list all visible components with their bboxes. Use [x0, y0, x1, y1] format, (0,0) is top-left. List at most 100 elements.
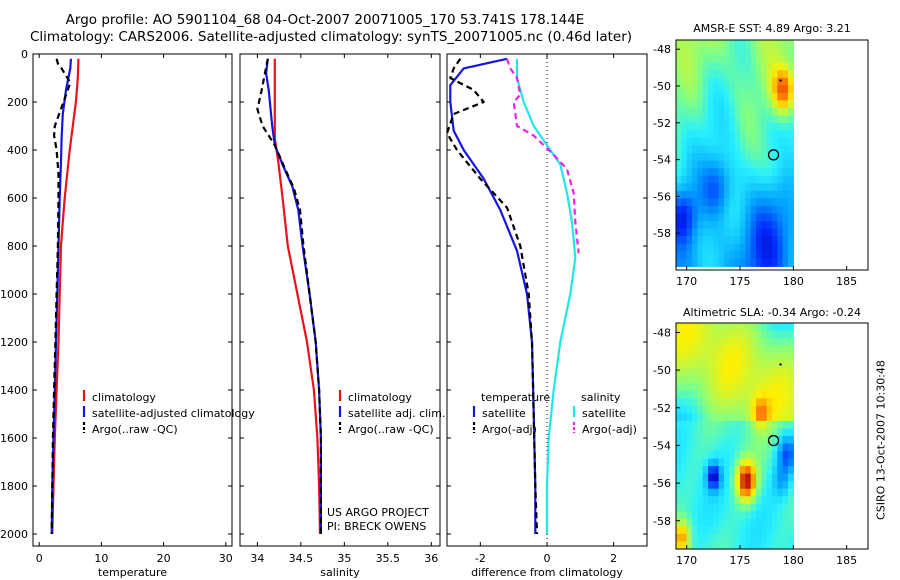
heatmap-cell [702, 466, 709, 475]
heatmap-cell [782, 518, 789, 527]
heatmap-cell [729, 258, 736, 267]
heatmap-cell [766, 338, 773, 347]
heatmap-cell [766, 122, 773, 132]
heatmap-cell [745, 85, 752, 94]
heatmap-cell [772, 330, 778, 339]
heatmap-cell [686, 168, 693, 177]
heatmap-cell [702, 368, 709, 377]
heatmap-cell [681, 323, 688, 332]
heatmap-cell [681, 251, 688, 260]
heatmap-cell [782, 323, 789, 332]
heatmap-cell [772, 436, 778, 445]
heatmap-cell [702, 488, 709, 497]
heatmap-cell [697, 70, 704, 79]
heatmap-cell [708, 205, 714, 215]
heatmap-cell [761, 526, 768, 535]
heatmap-cell [713, 526, 720, 535]
heatmap-cell [729, 368, 736, 377]
heatmap-cell [734, 488, 741, 497]
heatmap-cell [686, 205, 693, 215]
sla-map-title: Altimetric SLA: -0.34 Argo: -0.24 [683, 306, 861, 319]
heatmap-cell [681, 451, 688, 460]
heatmap-cell [777, 330, 784, 339]
heatmap-cell [708, 77, 714, 86]
heatmap-cell [697, 40, 704, 49]
heatmap-cell [777, 473, 784, 482]
heatmap-cell [697, 428, 704, 437]
heatmap-cell [761, 458, 768, 467]
heatmap-cell [766, 436, 773, 445]
y-tick-label: 1200 [0, 336, 28, 349]
heatmap-cell [788, 70, 794, 79]
heatmap-cell [718, 122, 725, 132]
heatmap-cell [750, 496, 757, 505]
heatmap-cell [734, 368, 741, 377]
heatmap-cell [681, 100, 688, 109]
heatmap-cell [713, 205, 720, 215]
heatmap-cell [750, 338, 757, 347]
heatmap-cell [777, 488, 784, 497]
heatmap-cell [734, 503, 741, 512]
heatmap-cell [740, 85, 746, 94]
heatmap-cell [692, 413, 698, 422]
heatmap-cell [692, 390, 698, 399]
heatmap-cell [740, 228, 746, 237]
heatmap-cell [777, 398, 784, 407]
heatmap-cell [724, 405, 730, 414]
heatmap-cell [708, 70, 714, 79]
heatmap-cell [702, 375, 709, 384]
heatmap-cell [745, 368, 752, 377]
heatmap-cell [772, 130, 778, 139]
heatmap-cell [713, 190, 720, 200]
heatmap-cell [766, 458, 773, 467]
heatmap-cell [708, 221, 714, 230]
heatmap-cell [729, 205, 736, 215]
series-line-argo-raw-qc- [256, 58, 322, 534]
heatmap-cell [676, 100, 682, 109]
heatmap-cell [756, 443, 762, 452]
heatmap-cell [750, 55, 757, 64]
heatmap-cell [708, 413, 714, 422]
heatmap-cell [766, 190, 773, 200]
heatmap-cell [745, 383, 752, 392]
heatmap-cell [772, 70, 778, 79]
heatmap-cell [697, 190, 704, 200]
heatmap-cell [708, 198, 714, 207]
heatmap-cell [766, 488, 773, 497]
heatmap-cell [745, 183, 752, 192]
heatmap-cell [702, 473, 709, 482]
heatmap-cell [702, 100, 709, 109]
heatmap-cell [713, 473, 720, 482]
heatmap-cell [766, 360, 773, 369]
difference-legend-right-label: Argo(-adj) [582, 423, 637, 436]
heatmap-cell [745, 100, 752, 109]
heatmap-cell [766, 77, 773, 86]
heatmap-cell [766, 85, 773, 94]
heatmap-cell [777, 168, 784, 177]
heatmap-cell [708, 383, 714, 392]
heatmap-cell [692, 153, 698, 162]
heatmap-cell [777, 375, 784, 384]
heatmap-cell [676, 213, 682, 222]
heatmap-cell [788, 153, 794, 162]
heatmap-cell [718, 541, 725, 550]
heatmap-cell [761, 70, 768, 79]
heatmap-cell [761, 338, 768, 347]
heatmap-cell [750, 436, 757, 445]
heatmap-cell [713, 413, 720, 422]
heatmap-cell [713, 138, 720, 147]
heatmap-cell [676, 251, 682, 260]
heatmap-cell [750, 398, 757, 407]
heatmap-cell [729, 466, 736, 475]
heatmap-cell [686, 503, 693, 512]
heatmap-cell [702, 496, 709, 505]
heatmap-cell [692, 92, 698, 101]
heatmap-cell [740, 375, 746, 384]
heatmap-cell [788, 518, 794, 527]
heatmap-cell [713, 420, 720, 430]
heatmap-cell [718, 345, 725, 354]
heatmap-cell [708, 85, 714, 94]
heatmap-cell [734, 115, 741, 124]
heatmap-cell [724, 221, 730, 230]
heatmap-cell [782, 221, 789, 230]
